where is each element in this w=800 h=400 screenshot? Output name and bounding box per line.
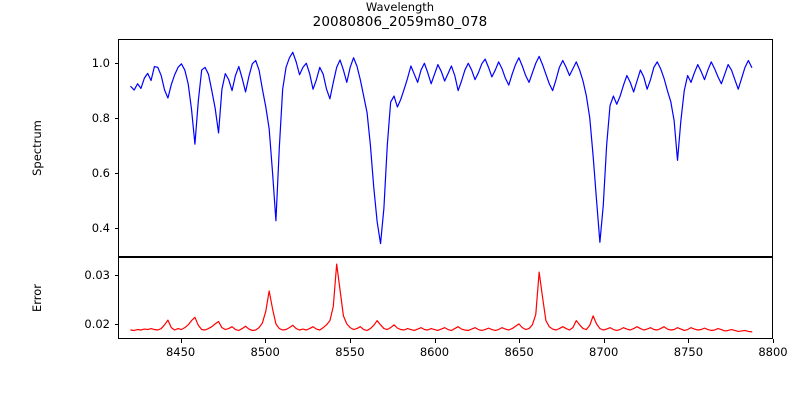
x-tick-mark (265, 339, 267, 343)
x-tick-label: 8650 (504, 345, 534, 359)
spectrum-y-tick-label: 0.6 (91, 165, 110, 180)
error-y-tick-mark (114, 323, 118, 325)
x-tick-label: 8800 (758, 345, 788, 359)
spectrum-y-tick-label: 0.8 (91, 110, 110, 125)
error-axis-label: Error (30, 283, 44, 313)
spectrum-y-tick-mark (114, 172, 118, 174)
x-tick-mark (688, 339, 690, 343)
x-tick-label: 8500 (250, 345, 280, 359)
error-y-tick-label: 0.03 (84, 268, 110, 283)
spectrum-y-tick-mark (114, 117, 118, 119)
x-axis-label: Wavelength (365, 0, 435, 14)
error-y-tick-label: 0.02 (84, 316, 110, 331)
spectrum-axis-label: Spectrum (30, 120, 44, 176)
spectrum-plot-area (119, 40, 772, 256)
x-tick-mark (434, 339, 436, 343)
error-y-tick-mark (114, 275, 118, 277)
chart-title: 20080806_2059m80_078 (312, 14, 488, 30)
x-tick-mark (603, 339, 605, 343)
spectrum-y-tick-mark (114, 62, 118, 64)
error-plot-area (119, 258, 772, 338)
spectrum-line (131, 52, 752, 243)
x-tick-mark (519, 339, 521, 343)
error-line (131, 264, 752, 332)
spectrum-y-tick-label: 0.4 (91, 221, 110, 235)
x-tick-label: 8750 (673, 345, 704, 359)
spectrum-axes (118, 39, 773, 257)
x-tick-mark (349, 339, 351, 343)
x-tick-label: 8550 (335, 345, 365, 359)
x-tick-mark (773, 339, 775, 343)
spectrum-y-tick-mark (114, 228, 118, 230)
x-tick-label: 8600 (419, 345, 450, 359)
error-axes (118, 257, 773, 339)
x-tick-mark (180, 339, 182, 343)
x-tick-label: 8450 (165, 345, 196, 359)
x-tick-label: 8700 (589, 345, 619, 359)
spectrum-y-tick-label: 1.0 (91, 55, 110, 70)
